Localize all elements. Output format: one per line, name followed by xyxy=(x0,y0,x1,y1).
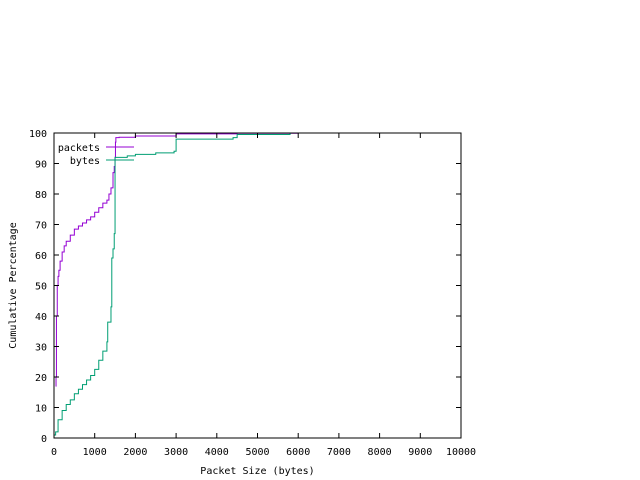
tick-labels: 0 1000 2000 3000 4000 5000 6000 7000 8000 9000 100… xyxy=(29,129,476,458)
y-tick-label: 70 xyxy=(35,221,47,232)
x-tick-label: 3000 xyxy=(164,447,188,458)
x-tick-label: 10000 xyxy=(446,447,476,458)
x-tick-label: 7000 xyxy=(327,447,351,458)
x-tick-label: 4000 xyxy=(205,447,229,458)
legend-label-packets: packets xyxy=(58,143,100,154)
y-tick-label: 10 xyxy=(35,404,47,415)
legend: packets bytes xyxy=(58,143,134,167)
y-tick-label: 0 xyxy=(41,434,47,445)
legend-label-bytes: bytes xyxy=(70,156,100,167)
y-tick-label: 20 xyxy=(35,373,47,384)
y-tick-label: 40 xyxy=(35,312,47,323)
y-tick-label: 100 xyxy=(29,129,47,140)
series-line-packets xyxy=(55,132,299,387)
y-tick-label: 50 xyxy=(35,282,47,293)
y-axis-title: Cumulative Percentage xyxy=(8,222,19,348)
axis-ticks xyxy=(53,132,462,439)
y-tick-label: 60 xyxy=(35,251,47,262)
x-tick-label: 2000 xyxy=(123,447,147,458)
x-tick-label: 8000 xyxy=(368,447,392,458)
x-tick-label: 0 xyxy=(51,447,57,458)
series-line-bytes xyxy=(54,133,291,436)
plot-area xyxy=(54,132,299,436)
y-tick-label: 80 xyxy=(35,190,47,201)
x-tick-label: 5000 xyxy=(245,447,269,458)
x-tick-label: 6000 xyxy=(286,447,310,458)
y-tick-label: 90 xyxy=(35,160,47,171)
x-tick-label: 1000 xyxy=(83,447,107,458)
x-axis-title: Packet Size (bytes) xyxy=(200,466,314,477)
x-tick-label: 9000 xyxy=(408,447,432,458)
y-tick-label: 30 xyxy=(35,343,47,354)
